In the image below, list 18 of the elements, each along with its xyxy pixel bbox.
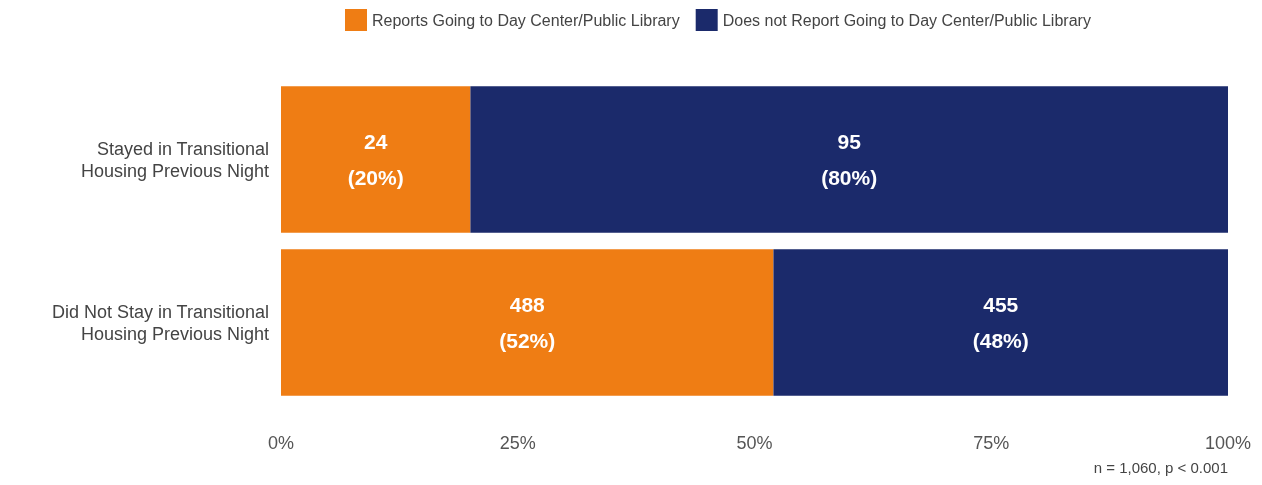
bar [773, 249, 1228, 396]
bar [470, 86, 1228, 233]
x-tick-label: 75% [973, 433, 1010, 453]
x-tick-label: 100% [1204, 433, 1252, 453]
data-label: 455 (48%) [972, 293, 1029, 352]
bar [281, 249, 774, 396]
text: n = 1,060, p < 0.001 [1093, 459, 1229, 476]
legend-label: Does not Report Going to Day Center/Public Library [722, 11, 1091, 29]
data-label: 24 (20%) [347, 130, 404, 189]
data-label: 95 (80%) [821, 130, 878, 189]
legend-label: Reports Going to Day Center/Public Library [372, 11, 680, 29]
data-label: 488 (52%) [499, 293, 556, 352]
bar [281, 86, 471, 233]
y-tick-label: Stayed in Transitional Housing Previous Night [80, 138, 269, 181]
x-tick-label: 50% [736, 433, 773, 453]
y-tick-label: Did Not Stay in Transitional Housing Previous Night [51, 301, 269, 344]
x-tick-label: 25% [499, 433, 536, 453]
x-tick-label: 0% [267, 433, 295, 453]
